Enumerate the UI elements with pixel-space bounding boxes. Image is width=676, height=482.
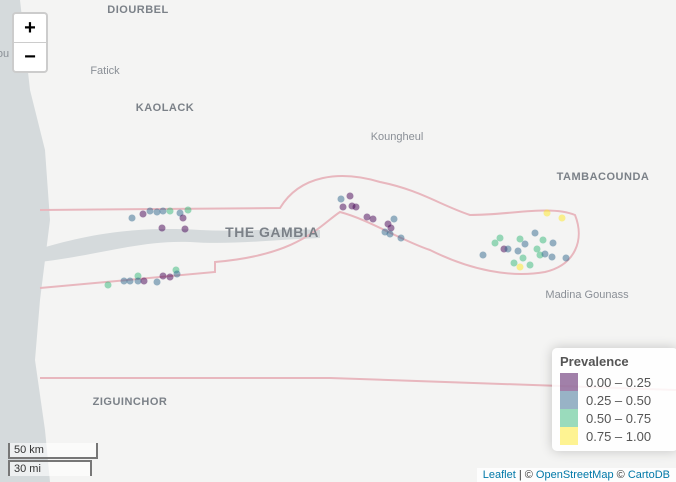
site-marker[interactable] (510, 259, 518, 267)
site-marker[interactable] (386, 230, 394, 238)
site-marker[interactable] (339, 203, 347, 211)
link[interactable]: Leaflet (482, 469, 516, 481)
site-marker[interactable] (120, 277, 128, 285)
site-marker[interactable] (140, 277, 148, 285)
site-marker[interactable] (514, 247, 522, 255)
site-marker[interactable] (369, 215, 377, 223)
legend-entry: 0.25 – 0.50 (560, 391, 670, 409)
site-marker[interactable] (139, 210, 147, 218)
site-marker[interactable] (184, 206, 192, 214)
scale-km: 50 km (8, 443, 98, 459)
place-label: Madina Gounass (545, 289, 629, 301)
site-marker[interactable] (159, 272, 167, 280)
place-label: ZIGUINCHOR (93, 396, 168, 408)
attribution: Leaflet | © OpenStreetMap © CartoDB (476, 468, 676, 482)
site-marker[interactable] (543, 209, 551, 217)
legend-entry: 0.00 – 0.25 (560, 373, 670, 391)
site-marker[interactable] (549, 239, 557, 247)
place-label: THE GAMBIA (225, 224, 319, 240)
site-marker[interactable] (181, 225, 189, 233)
site-marker[interactable] (526, 261, 534, 269)
site-marker[interactable] (558, 214, 566, 222)
site-marker[interactable] (531, 229, 539, 237)
site-marker[interactable] (562, 254, 570, 262)
legend-swatch (560, 427, 578, 445)
legend-title: Prevalence (560, 354, 629, 369)
site-marker[interactable] (363, 213, 371, 221)
place-label: Koungheul (371, 131, 424, 143)
site-marker[interactable] (479, 251, 487, 259)
site-marker[interactable] (153, 208, 161, 216)
site-marker[interactable] (346, 192, 354, 200)
site-marker[interactable] (541, 250, 549, 258)
site-marker[interactable] (159, 207, 167, 215)
site-marker[interactable] (533, 245, 541, 253)
points (104, 192, 570, 289)
place-label: TAMBACOUNDA (557, 171, 650, 183)
site-marker[interactable] (134, 272, 142, 280)
text: | © (518, 469, 533, 481)
zoom-in[interactable]: + (24, 17, 36, 39)
site-marker[interactable] (179, 214, 187, 222)
site-marker[interactable] (504, 245, 512, 253)
site-marker[interactable] (521, 240, 529, 248)
legend-swatch (560, 409, 578, 427)
place-label: Fatick (90, 65, 120, 77)
river (35, 229, 320, 262)
legend-label: 0.50 – 0.75 (586, 410, 652, 426)
zoom-out[interactable]: − (14, 42, 46, 71)
site-marker[interactable] (173, 270, 181, 278)
site-marker[interactable] (153, 278, 161, 286)
site-marker[interactable] (387, 224, 395, 232)
link[interactable]: OpenStreetMap (535, 469, 614, 481)
zoom-control: + − (12, 12, 48, 73)
site-marker[interactable] (158, 224, 166, 232)
legend-entry: 0.75 – 1.00 (560, 427, 670, 445)
site-marker[interactable] (337, 195, 345, 203)
site-marker[interactable] (516, 235, 524, 243)
site-marker[interactable] (166, 273, 174, 281)
text: © (616, 469, 625, 481)
legend-swatch (560, 373, 578, 391)
site-marker[interactable] (397, 234, 405, 242)
link[interactable]: CartoDB (627, 469, 670, 481)
site-marker[interactable] (166, 207, 174, 215)
site-marker[interactable] (104, 281, 112, 289)
site-marker[interactable] (128, 214, 136, 222)
site-marker[interactable] (134, 277, 142, 285)
legend-label: 0.25 – 0.50 (586, 392, 652, 408)
scale-mi: 30 mi (8, 460, 92, 476)
site-marker[interactable] (496, 234, 504, 242)
site-marker[interactable] (390, 215, 398, 223)
site-marker[interactable] (539, 236, 547, 244)
place-label: KAOLACK (136, 102, 195, 114)
place-label: ou (0, 48, 9, 60)
ocean (0, 0, 50, 482)
site-marker[interactable] (146, 207, 154, 215)
place-label: DIOURBEL (107, 4, 168, 16)
site-marker[interactable] (519, 254, 527, 262)
site-marker[interactable] (352, 203, 360, 211)
site-marker[interactable] (491, 239, 499, 247)
legend-entry: 0.50 – 0.75 (560, 409, 670, 427)
legend: Prevalence 0.00 – 0.25 0.25 – 0.50 0.50 – … (552, 348, 676, 451)
legend-swatch (560, 391, 578, 409)
site-marker[interactable] (516, 263, 524, 271)
legend-label: 0.75 – 1.00 (586, 428, 652, 444)
legend-label: 0.00 – 0.25 (586, 374, 652, 390)
site-marker[interactable] (548, 253, 556, 261)
legend-entries: 0.00 – 0.25 0.25 – 0.50 0.50 – 0.75 0.75 – … (560, 373, 670, 445)
site-marker[interactable] (126, 277, 134, 285)
